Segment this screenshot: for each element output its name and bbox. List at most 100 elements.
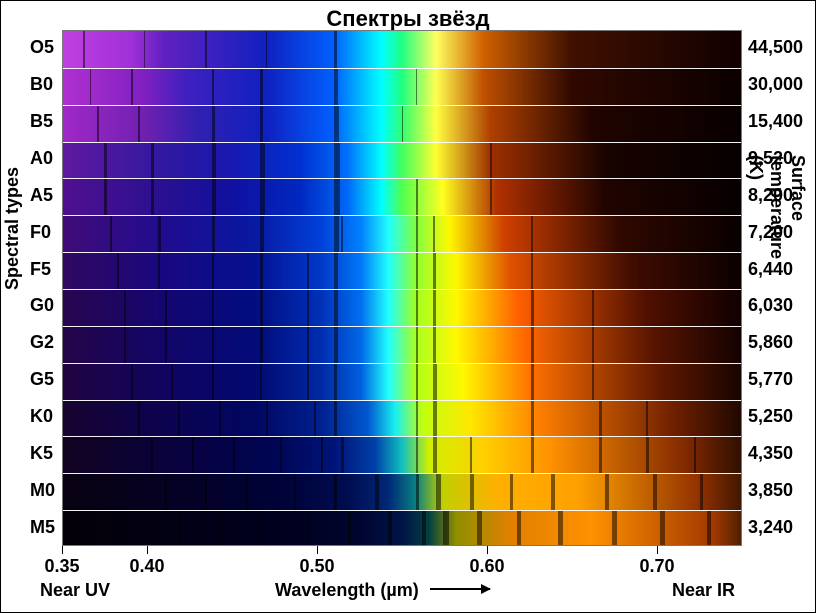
absorption-line [341,437,344,473]
absorption-line [433,401,437,437]
spectral-type-label: A0 [30,148,76,169]
spectrum-row [63,510,741,546]
x-tick-label: 0.50 [299,556,334,577]
absorption-line [260,106,263,142]
absorption-line [470,474,474,510]
temperature-label: 44,500 [748,37,816,58]
spectral-type-label: O5 [30,37,76,58]
absorption-line [592,290,594,326]
absorption-line [334,364,337,400]
absorption-line [158,216,161,252]
spectral-type-label: K0 [30,406,76,427]
absorption-line [531,290,534,326]
absorption-line [558,511,563,546]
absorption-line [165,290,167,326]
absorption-line [416,364,418,400]
absorption-line [334,327,338,363]
y-axis-right-title: Surface temperature (K) [745,155,808,259]
absorption-line [124,327,126,363]
absorption-line [171,364,173,400]
absorption-line [416,327,418,363]
absorption-line [660,511,665,546]
absorption-line [490,179,492,215]
absorption-line [388,511,392,546]
absorption-line [307,290,309,326]
absorption-line [246,474,248,510]
spectral-type-label: G0 [30,295,76,316]
spectral-type-label: F5 [30,259,76,280]
absorption-line [433,364,437,400]
temperature-label: 30,000 [748,74,816,95]
absorption-line [307,364,309,400]
absorption-line [531,364,534,400]
absorption-line [212,290,214,326]
absorption-line [433,327,436,363]
absorption-line [433,437,437,473]
absorption-line [707,511,711,546]
y-axis-left-title: Spectral types [2,167,23,290]
absorption-line [266,401,268,437]
temperature-label: 5,770 [748,369,816,390]
absorption-line [280,437,282,473]
temperature-label: 4,350 [748,443,816,464]
absorption-line [375,474,379,510]
spectrum-row [63,105,741,142]
absorption-line [117,253,119,289]
absorption-line [314,401,316,437]
temperature-label: 8,200 [748,185,816,206]
absorption-line [510,474,513,510]
absorption-line [416,216,418,252]
spectrum-row [63,68,741,105]
spectral-type-label: B5 [30,111,76,132]
absorption-line [212,327,214,363]
temperature-label: 7,200 [748,222,816,243]
absorption-line [212,69,214,105]
absorption-line [334,216,339,252]
absorption-line [416,401,418,437]
chart-title: Спектры звёзд [0,6,816,32]
absorption-line [151,179,154,215]
spectral-type-label: M0 [30,480,76,501]
spectrum-row [63,142,741,179]
x-label-near-uv: Near UV [40,580,110,601]
spectrum-row [63,289,741,326]
absorption-line [334,474,337,510]
absorption-line [531,327,534,363]
absorption-line [104,179,107,215]
absorption-line [334,290,338,326]
spectrum-row [63,215,741,252]
absorption-line [517,511,521,546]
absorption-line [531,437,534,473]
spectral-type-label: F0 [30,222,76,243]
absorption-line [260,69,263,105]
spectrum-row [63,363,741,400]
absorption-line [422,511,426,546]
absorption-line [416,69,417,105]
absorption-line [83,31,85,68]
x-tick-mark [62,546,63,554]
absorption-line [416,437,418,473]
absorption-line [205,31,207,68]
absorption-line [165,327,167,363]
absorption-line [178,511,180,546]
absorption-line [416,253,418,289]
x-tick-mark [147,546,148,554]
spectral-type-label: M5 [30,517,76,538]
absorption-line [110,216,112,252]
temperature-label: 9,520 [748,148,816,169]
absorption-line [551,474,555,510]
absorption-line [334,253,338,289]
absorption-line [694,437,696,473]
absorption-line [260,216,264,252]
absorption-line [334,69,338,105]
spectrum-row [63,252,741,289]
absorption-line [416,474,419,510]
absorption-line [165,474,167,510]
absorption-line [334,401,337,437]
chart-area [62,30,742,546]
absorption-line [138,106,140,142]
absorption-line [151,437,153,473]
absorption-line [433,216,435,252]
absorption-line [131,364,133,400]
absorption-line [266,31,267,68]
